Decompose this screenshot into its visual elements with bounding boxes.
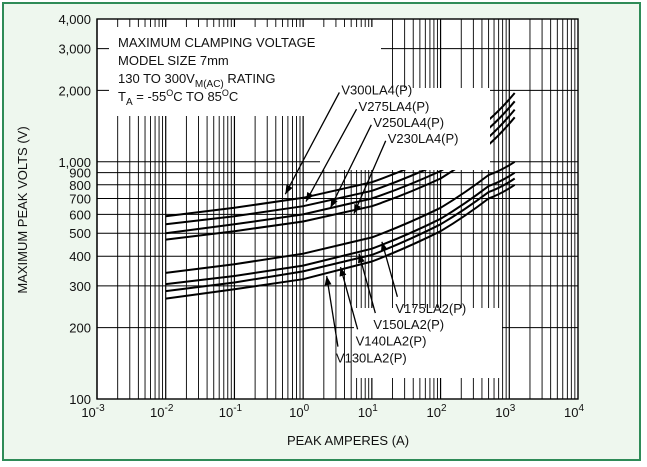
y-tick-label: 800 [69,178,91,193]
annotation-leader-line [284,92,340,195]
series-annotations: V300LA4(P) V275LA4(P)V250LA4(P)V230LA4(P)… [284,82,466,366]
temp-t: T [118,89,126,104]
annotation-arrowhead [330,198,338,208]
x-tick-label: 10-1 [219,403,243,420]
x-tick-label: 101 [358,403,378,420]
series-line-v140la2p [165,177,516,293]
annotation-arrowhead [380,241,388,252]
y-tick-label: 100 [69,392,91,407]
series-label-v230la4p: V230LA4(P) [388,131,459,146]
annotation-leader-line [339,266,359,330]
annotation-arrowhead [305,191,314,202]
y-tick-label: 2,000 [58,83,91,98]
y-axis-label: MAXIMUM PEAK VOLTS (V) [15,126,30,293]
x-tick-label: 10-2 [150,403,174,420]
chart-title-line-2: MODEL SIZE 7mm [118,53,229,68]
annotation-arrowhead [358,253,365,264]
annotation-leader-line [305,108,358,202]
y-tick-label: 700 [69,192,91,207]
rating-subscript: M(AC) [195,79,224,90]
rating-text: 130 TO 300VM(AC) RATING [118,71,276,90]
temp-t-subscript: A [126,97,133,108]
y-tick-label: 900 [69,166,91,181]
y-tick-label: 400 [69,249,91,264]
lower-labels-backdrop [354,308,502,378]
series-line-v175la2p [165,160,516,274]
y-tick-label: 500 [69,226,91,241]
degree-symbol-1: O [166,88,173,98]
y-tick-label: 200 [69,321,91,336]
plot-border [96,18,579,400]
x-tick-label: 10-3 [81,403,105,420]
series-line-v130la2p [165,183,516,300]
y-tick-label: 4,000 [58,12,91,27]
y-tick-label: 3,000 [58,42,91,57]
degree-symbol-2: O [222,88,229,98]
annotation-leader-line [326,275,339,347]
annotation-arrowhead [285,184,293,195]
x-tick-label: 100 [289,403,309,420]
series-label-v130la2p: V130LA2(P) [336,351,407,366]
x-axis-label: PEAK AMPERES (A) [287,433,409,448]
y-tick-label: 1,000 [58,155,91,170]
annotation-leader-line [381,241,399,297]
temp-mid: = -55 [133,89,167,104]
annotation-arrowhead [354,203,361,214]
series-label-v175la2p: V175LA2(P) [395,301,466,316]
annotation-leader-line [358,253,376,314]
annotation-arrowhead [339,267,347,277]
y-tick-label: 600 [69,207,91,222]
x-tick-label: 102 [427,403,447,420]
temperature-range-text: TA = -55OC TO 85OC [118,88,238,108]
x-tick-labels: 10-3 10-2 10-1 100 101 102 103 104 [81,403,584,420]
annotation-leader-line [353,140,387,214]
series-label-v140la2p: V140LA2(P) [356,333,427,348]
y-tick-label: 300 [69,279,91,294]
series-line-v150la2p [165,171,516,286]
series-label-v300la4p: V300LA4(P) [341,82,412,97]
x-tick-label: 103 [495,403,515,420]
temp-mid-2: C TO 85 [173,89,222,104]
x-tick-label: 104 [564,403,584,420]
chart-title-line-1: MAXIMUM CLAMPING VOLTAGE [118,35,316,50]
annotation-leader-line [329,124,372,209]
series-label-v250la4p: V250LA4(P) [373,115,444,130]
annotation-arrowhead [324,276,332,286]
temp-end: C [229,89,238,104]
series-label-v275la4p: V275LA4(P) [359,99,430,114]
upper-labels-backdrop [320,88,490,170]
rating-suffix: RATING [224,71,276,86]
series-label-v150la2p: V150LA2(P) [373,317,444,332]
rating-prefix: 130 TO 300V [118,71,195,86]
